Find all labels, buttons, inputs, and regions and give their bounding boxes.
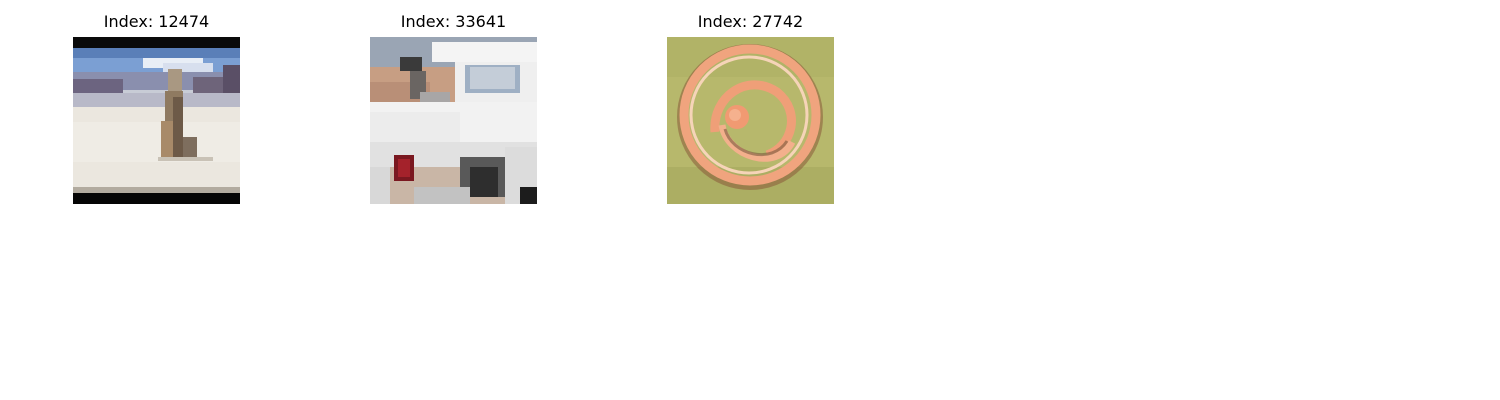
panel-title-1: Index: 12474 <box>103 12 210 31</box>
thumbnail-image-3 <box>667 37 834 204</box>
panel-title-3: Index: 27742 <box>697 12 804 31</box>
thumbnail-image-2 <box>370 37 537 204</box>
panel-title-2: Index: 33641 <box>400 12 507 31</box>
thumbnail-image-1 <box>73 37 240 204</box>
